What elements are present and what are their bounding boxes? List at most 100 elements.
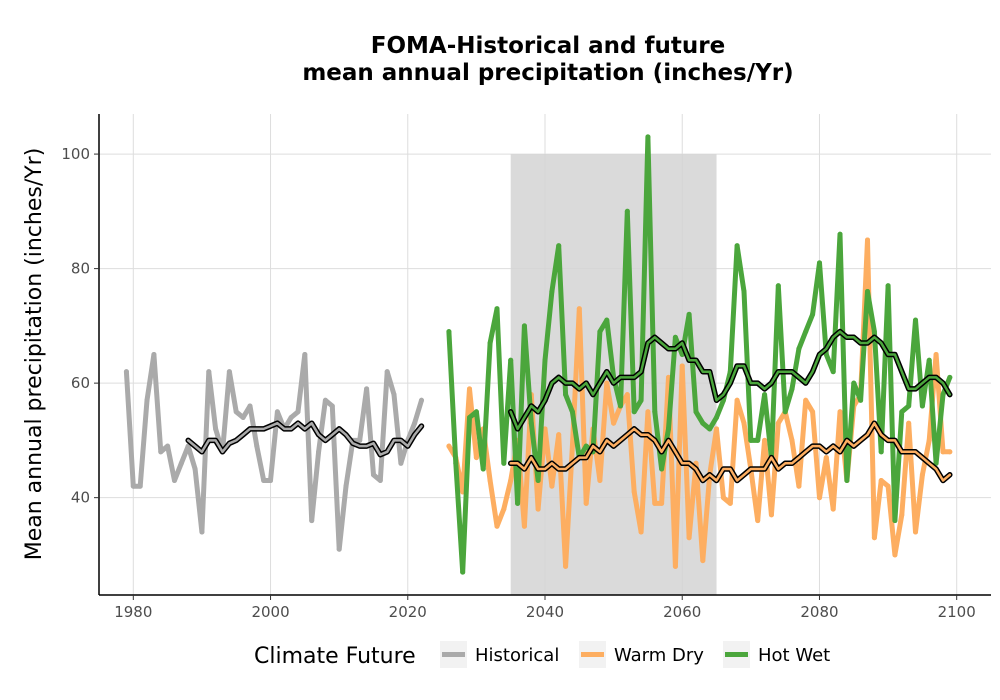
data-point-historical — [192, 466, 198, 472]
data-point-warm-dry — [556, 432, 562, 438]
data-point-hot-wet — [542, 357, 548, 363]
data-point-warm-dry — [631, 489, 637, 495]
data-point-historical — [295, 409, 301, 415]
data-point-hot-wet — [940, 392, 946, 398]
data-point-warm-dry — [892, 552, 898, 558]
data-point-warm-dry — [919, 472, 925, 478]
data-point-historical — [151, 352, 157, 357]
data-point-historical — [398, 460, 404, 466]
data-point-hot-wet — [672, 334, 678, 340]
data-point-historical — [240, 414, 246, 420]
data-point-historical — [233, 409, 239, 415]
data-point-warm-dry — [816, 495, 822, 501]
data-point-warm-dry — [926, 437, 932, 443]
data-point-historical — [199, 529, 205, 535]
data-point-hot-wet — [844, 477, 850, 483]
data-point-historical — [322, 397, 328, 403]
data-point-historical — [343, 483, 349, 489]
data-point-hot-wet — [480, 466, 486, 472]
data-point-warm-dry — [508, 477, 514, 483]
legend: Climate Future Historical Warm Dry Hot Wet — [254, 641, 830, 669]
data-point-historical — [357, 437, 363, 443]
data-point-hot-wet — [830, 369, 836, 375]
smooth-line-historical — [186, 421, 423, 456]
data-point-warm-dry — [686, 535, 692, 541]
data-point-warm-dry — [563, 563, 569, 569]
chart-title-line2: mean annual precipitation (inches/Yr) — [302, 60, 793, 86]
data-point-warm-dry — [940, 449, 946, 455]
data-point-hot-wet — [569, 409, 575, 415]
data-point-hot-wet — [878, 449, 884, 455]
data-point-historical — [364, 386, 370, 392]
data-point-hot-wet — [453, 460, 459, 466]
data-point-hot-wet — [528, 420, 534, 426]
data-point-historical — [288, 414, 294, 420]
data-point-hot-wet — [789, 386, 795, 392]
chart-title-line1: FOMA-Historical and future — [371, 33, 725, 59]
data-point-hot-wet — [906, 403, 912, 409]
series-line-hot-wet — [446, 134, 953, 575]
data-point-hot-wet — [563, 392, 569, 398]
data-point-warm-dry — [659, 500, 665, 506]
data-point-warm-dry — [473, 455, 479, 461]
data-point-historical — [336, 546, 342, 552]
data-point-warm-dry — [576, 306, 582, 312]
data-point-warm-dry — [734, 397, 740, 403]
data-point-hot-wet — [864, 289, 870, 295]
data-point-hot-wet — [913, 317, 919, 323]
data-point-hot-wet — [624, 208, 630, 214]
data-point-historical — [384, 369, 390, 375]
data-point-warm-dry — [714, 426, 720, 432]
data-point-hot-wet — [666, 426, 672, 432]
data-point-warm-dry — [521, 523, 527, 529]
legend-label-warm-dry: Warm Dry — [614, 645, 704, 666]
data-point-warm-dry — [446, 443, 452, 449]
data-point-hot-wet — [871, 329, 877, 335]
data-point-warm-dry — [494, 523, 500, 529]
data-point-hot-wet — [501, 460, 507, 466]
data-point-historical — [254, 443, 260, 449]
data-point-warm-dry — [755, 518, 761, 524]
data-point-historical — [316, 449, 322, 455]
data-point-historical — [213, 426, 219, 432]
y-tick-label: 40 — [71, 489, 90, 507]
data-point-warm-dry — [871, 535, 877, 541]
data-point-warm-dry — [645, 409, 651, 415]
data-point-warm-dry — [542, 426, 548, 432]
data-point-historical — [137, 483, 143, 489]
data-point-hot-wet — [762, 392, 768, 398]
data-point-hot-wet — [446, 329, 452, 335]
data-point-warm-dry — [762, 437, 768, 443]
data-point-hot-wet — [885, 283, 891, 289]
data-point-warm-dry — [652, 500, 658, 506]
data-point-warm-dry — [501, 506, 507, 512]
data-point-warm-dry — [666, 374, 672, 380]
data-point-warm-dry — [672, 563, 678, 569]
data-point-warm-dry — [837, 409, 843, 415]
data-point-historical — [391, 392, 397, 398]
data-point-hot-wet — [700, 420, 706, 426]
legend-label-hot-wet: Hot Wet — [758, 645, 830, 666]
data-point-warm-dry — [487, 477, 493, 483]
data-point-hot-wet — [659, 466, 665, 472]
data-point-hot-wet — [487, 340, 493, 346]
data-point-hot-wet — [515, 500, 521, 506]
data-point-hot-wet — [508, 357, 514, 363]
data-point-warm-dry — [569, 443, 575, 449]
data-point-historical — [329, 403, 335, 409]
y-axis-title: Mean annual precipitation (inches/Yr) — [22, 148, 47, 561]
data-point-warm-dry — [810, 409, 816, 415]
data-point-hot-wet — [707, 426, 713, 432]
data-point-historical — [165, 443, 171, 449]
data-point-hot-wet — [748, 437, 754, 443]
data-point-hot-wet — [851, 380, 857, 386]
data-point-historical — [268, 477, 274, 483]
data-point-warm-dry — [700, 558, 706, 564]
data-point-hot-wet — [803, 329, 809, 335]
x-tick-label: 2000 — [251, 603, 289, 621]
data-point-hot-wet — [686, 311, 692, 317]
data-point-hot-wet — [782, 409, 788, 415]
data-point-hot-wet — [460, 569, 466, 575]
data-point-historical — [206, 369, 212, 375]
